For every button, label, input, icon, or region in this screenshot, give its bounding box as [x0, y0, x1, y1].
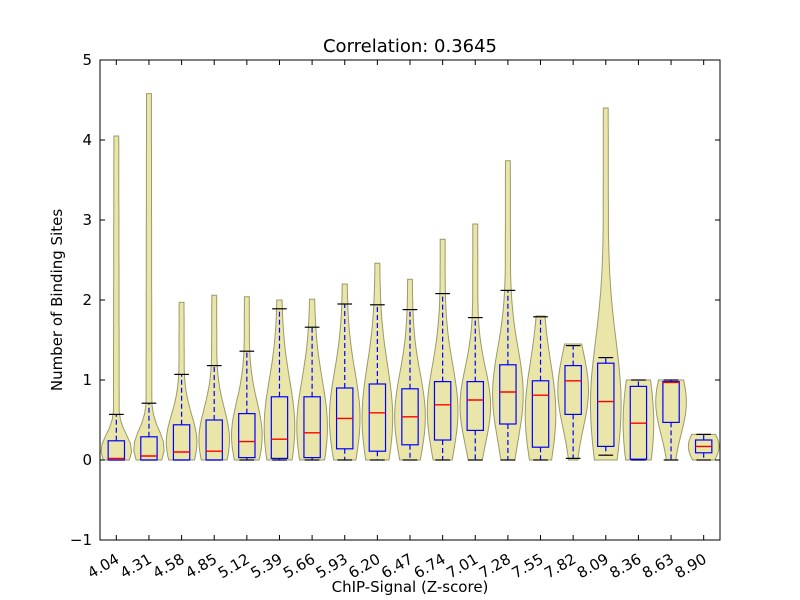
violin — [100, 135, 133, 461]
iqr-box — [433, 381, 452, 441]
y-tick-label: 1 — [82, 371, 92, 389]
category-group-6.20 — [361, 262, 394, 461]
x-tick-label: 8.90 — [672, 550, 710, 582]
y-tick-label: 0 — [82, 451, 92, 469]
y-tick-label: −1 — [70, 531, 92, 549]
category-group-8.90 — [687, 433, 720, 461]
category-group-8.36 — [622, 379, 655, 461]
iqr-box — [270, 396, 289, 459]
category-group-5.12 — [230, 296, 263, 461]
category-group-5.66 — [296, 298, 328, 461]
category-group-8.63 — [655, 379, 687, 461]
iqr-box — [531, 380, 550, 448]
category-group-7.01 — [459, 223, 492, 461]
iqr-box — [466, 381, 485, 432]
y-tick-label: 3 — [82, 211, 92, 229]
iqr-box — [107, 440, 126, 461]
y-axis-label: Number of Binding Sites — [48, 209, 66, 391]
category-group-4.58 — [165, 301, 198, 461]
category-group-6.74 — [426, 238, 459, 461]
y-tick-label: 2 — [82, 291, 92, 309]
iqr-box — [303, 396, 321, 459]
axis-ticks: −10123454.044.314.584.855.125.395.665.93… — [70, 51, 720, 582]
y-tick-label: 4 — [82, 131, 92, 149]
violin — [133, 93, 165, 461]
category-group-4.31 — [133, 93, 165, 461]
category-group-7.55 — [524, 315, 557, 461]
violin — [361, 262, 394, 461]
category-group-6.47 — [394, 278, 426, 461]
category-group-7.82 — [557, 343, 590, 461]
category-group-5.93 — [328, 283, 361, 461]
iqr-box — [662, 381, 680, 424]
plot-area — [100, 93, 720, 461]
iqr-box — [499, 364, 517, 425]
category-group-5.39 — [263, 299, 296, 461]
iqr-box — [368, 383, 387, 452]
violin — [622, 379, 655, 461]
y-tick-label: 5 — [82, 51, 92, 69]
category-group-4.04 — [100, 135, 133, 461]
iqr-box — [597, 362, 615, 448]
x-axis-label: ChIP-Signal (Z-score) — [332, 578, 489, 596]
iqr-box — [205, 419, 223, 461]
iqr-box — [140, 436, 158, 461]
iqr-box — [238, 413, 256, 459]
iqr-box — [172, 424, 191, 461]
category-group-8.09 — [590, 107, 622, 461]
chart-title: Correlation: 0.3645 — [323, 36, 497, 57]
violin — [459, 223, 492, 461]
category-group-7.28 — [492, 160, 524, 461]
category-group-4.85 — [198, 294, 231, 461]
iqr-box — [564, 365, 582, 416]
violin — [590, 107, 622, 461]
violin — [492, 160, 524, 461]
